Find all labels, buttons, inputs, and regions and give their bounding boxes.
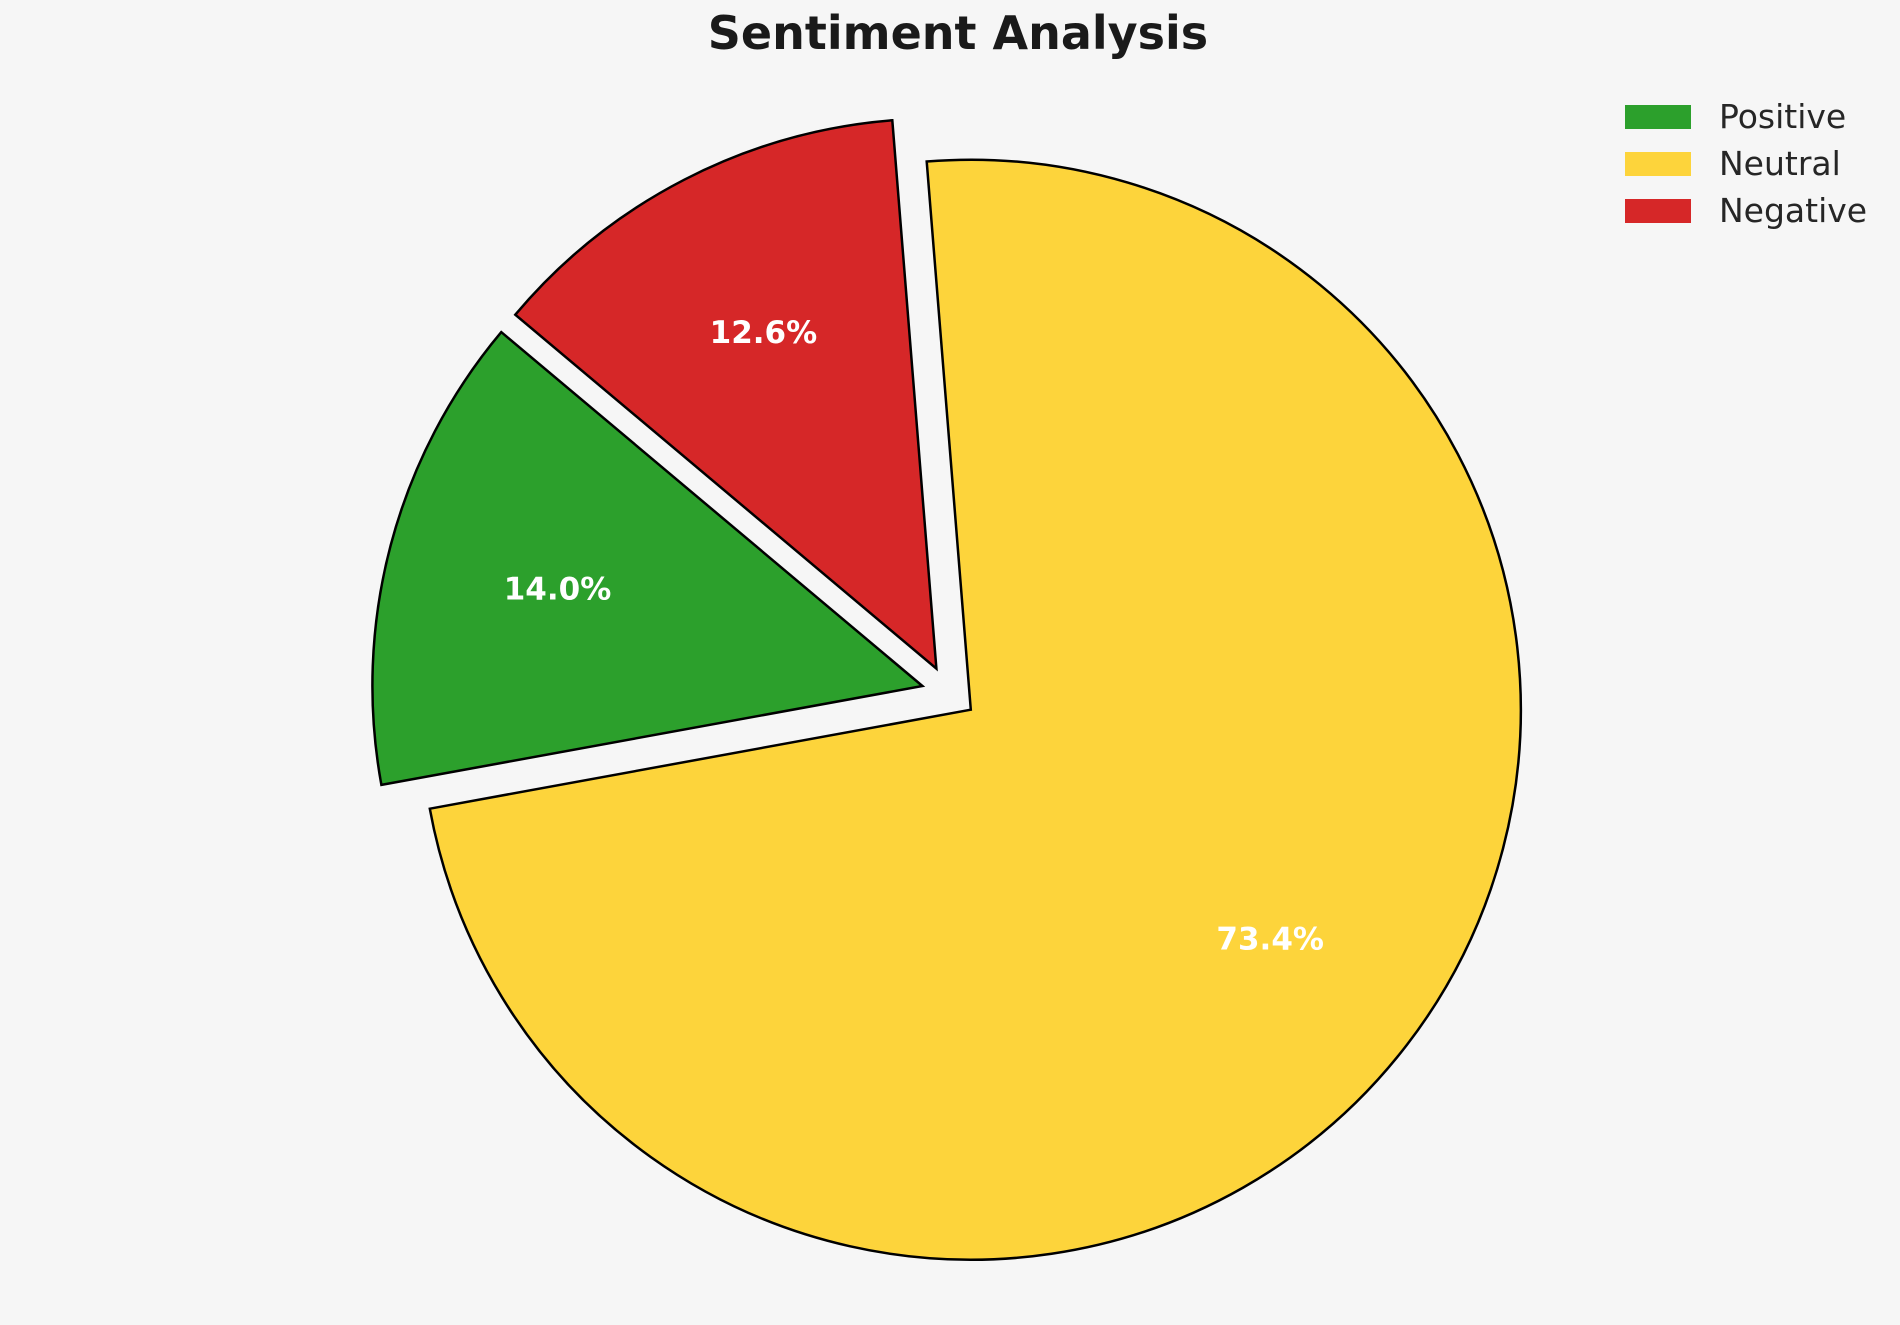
pie-slice-positive xyxy=(371,330,926,787)
chart-title: Sentiment Analysis xyxy=(707,6,1209,60)
pie-slice-negative xyxy=(513,118,938,672)
legend-item-neutral: Neutral xyxy=(1625,140,1867,187)
legend: Positive Neutral Negative xyxy=(1625,93,1867,234)
pct-label-neutral: 73.4% xyxy=(1216,922,1324,958)
legend-swatch-neutral-icon xyxy=(1625,151,1691,176)
pct-label-positive: 14.0% xyxy=(504,571,612,607)
pie-slice-neutral xyxy=(428,158,1522,1261)
legend-label-negative: Negative xyxy=(1719,191,1868,230)
pct-label-negative: 12.6% xyxy=(710,315,818,351)
legend-label-neutral: Neutral xyxy=(1719,144,1841,183)
legend-swatch-positive-icon xyxy=(1625,104,1691,129)
legend-item-negative: Negative xyxy=(1625,187,1867,234)
legend-label-positive: Positive xyxy=(1719,97,1847,136)
legend-swatch-negative-icon xyxy=(1625,198,1691,223)
legend-item-positive: Positive xyxy=(1625,93,1867,140)
